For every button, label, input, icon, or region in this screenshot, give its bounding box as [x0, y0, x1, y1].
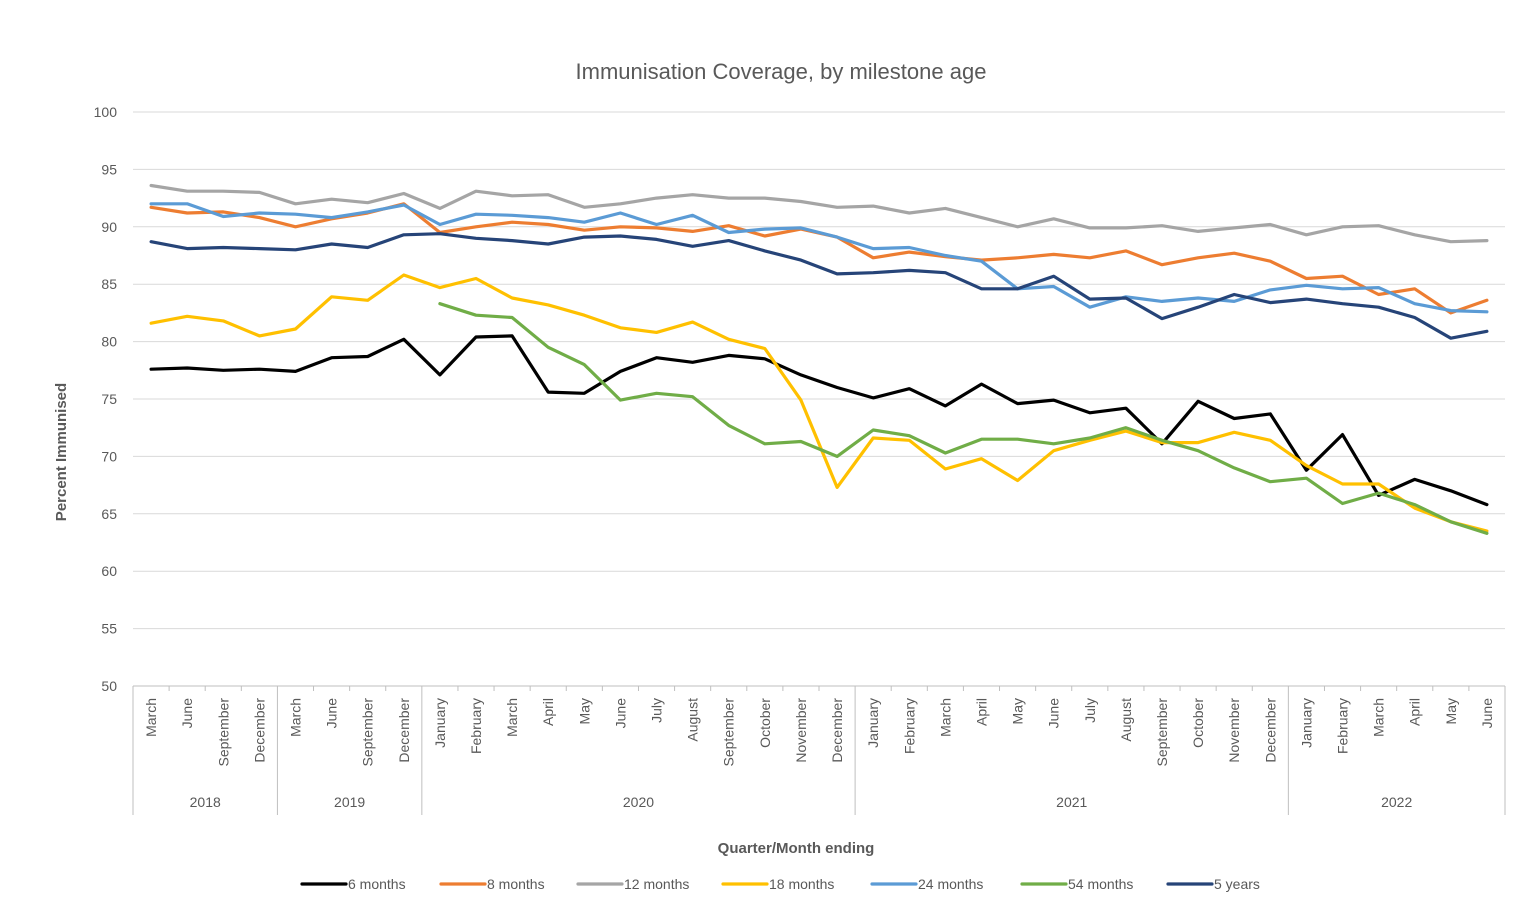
x-tick-label: December: [829, 698, 845, 763]
x-tick-label: March: [504, 698, 520, 737]
x-tick-label: September: [1154, 698, 1170, 767]
x-group-label: 2021: [1056, 794, 1087, 810]
y-axis-ticks: 100 95 90 85 80 75 70 65 60 55 50: [94, 104, 118, 694]
y-tick-label: 95: [101, 161, 117, 177]
x-group-label: 2022: [1381, 794, 1412, 810]
series-line-4: [149, 202, 1489, 314]
series-line-5: [438, 302, 1489, 535]
x-tick-label: February: [468, 698, 484, 754]
x-tick-label: August: [1118, 698, 1134, 742]
y-tick-label: 60: [101, 563, 117, 579]
series-line-1: [149, 202, 1489, 315]
chart-title: Immunisation Coverage, by milestone age: [576, 59, 987, 84]
series-line-2: [149, 183, 1489, 244]
x-tick-label: December: [1262, 698, 1278, 763]
x-tick-label: February: [1335, 698, 1351, 754]
x-tick-label: January: [865, 698, 881, 748]
x-axis-label: Quarter/Month ending: [718, 840, 875, 857]
series-lines: [149, 183, 1489, 535]
x-tick-label: March: [143, 698, 159, 737]
x-tick-label: March: [937, 698, 953, 737]
x-tick-label: November: [1226, 698, 1242, 763]
x-tick-label: May: [576, 698, 592, 724]
y-tick-label: 55: [101, 621, 117, 637]
x-group-label: 2019: [334, 794, 365, 810]
x-group-label: 2018: [190, 794, 221, 810]
x-tick-label: February: [901, 698, 917, 754]
x-tick-label: March: [1371, 698, 1387, 737]
x-tick-label: January: [432, 698, 448, 748]
series-line-0: [149, 334, 1489, 507]
legend-label-1: 8 months: [487, 876, 545, 892]
gridlines: [133, 111, 1505, 687]
y-tick-label: 70: [101, 448, 117, 464]
x-tick-label: December: [251, 698, 267, 763]
x-tick-label: January: [1298, 698, 1314, 748]
x-tick-label: April: [1407, 698, 1423, 726]
series-line-3: [149, 273, 1489, 533]
legend-label-2: 12 months: [624, 876, 689, 892]
y-tick-label: 50: [101, 678, 117, 694]
x-group-label: 2020: [623, 794, 654, 810]
x-tick-label: June: [612, 698, 628, 729]
legend: 6 months 8 months 12 months 18 months 24 mon…: [300, 876, 1260, 892]
x-tick-label: October: [757, 698, 773, 748]
y-tick-label: 80: [101, 334, 117, 350]
legend-label-3: 18 months: [769, 876, 834, 892]
x-tick-label: July: [1082, 698, 1098, 723]
y-tick-label: 100: [94, 104, 118, 120]
x-tick-label: August: [685, 698, 701, 742]
x-tick-label: May: [1010, 698, 1026, 724]
x-tick-label: April: [540, 698, 556, 726]
legend-label-4: 24 months: [918, 876, 983, 892]
x-tick-label: April: [973, 698, 989, 726]
y-tick-label: 90: [101, 219, 117, 235]
legend-label-0: 6 months: [348, 876, 406, 892]
x-tick-label: March: [287, 698, 303, 737]
x-tick-label: June: [1046, 698, 1062, 729]
x-tick-label: October: [1190, 698, 1206, 748]
x-tick-label: September: [215, 698, 231, 767]
x-tick-label: May: [1443, 698, 1459, 724]
x-tick-label: June: [179, 698, 195, 729]
x-tick-label: September: [360, 698, 376, 767]
x-tick-label: June: [324, 698, 340, 729]
y-tick-label: 65: [101, 506, 117, 522]
x-tick-label: July: [649, 698, 665, 723]
x-tick-label: June: [1479, 698, 1495, 729]
y-axis-label: Percent Immunised: [53, 383, 70, 521]
y-tick-label: 75: [101, 391, 117, 407]
legend-label-5: 54 months: [1068, 876, 1133, 892]
x-axis: March June September December March June Septe…: [132, 685, 1506, 815]
x-tick-label: November: [793, 698, 809, 763]
x-tick-label: September: [721, 698, 737, 767]
y-tick-label: 85: [101, 276, 117, 292]
series-line-6: [149, 232, 1489, 340]
x-tick-label: December: [396, 698, 412, 763]
legend-label-6: 5 years: [1214, 876, 1260, 892]
